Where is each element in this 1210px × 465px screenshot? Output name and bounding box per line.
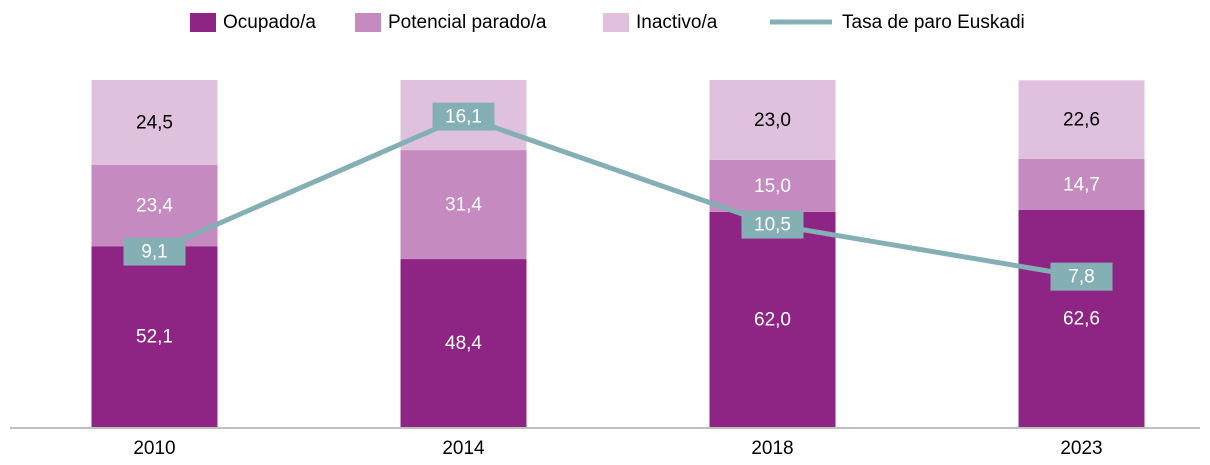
- bar-segment: [400, 259, 527, 427]
- legend-swatch: [355, 13, 381, 32]
- bar-segment: [1018, 80, 1145, 159]
- legend-label: Ocupado/a: [223, 12, 316, 33]
- x-tick-label: 2014: [442, 438, 485, 459]
- data-label: 62,0: [754, 309, 791, 330]
- x-tick-label: 2010: [133, 438, 175, 459]
- bar-segment: [709, 211, 836, 427]
- legend-label: Potencial parado/a: [388, 12, 547, 33]
- data-label: 15,0: [754, 176, 791, 197]
- line-label: 10,5: [754, 215, 791, 236]
- data-label: 23,4: [136, 196, 173, 217]
- line-label-box: [432, 102, 495, 131]
- data-label: 31,4: [445, 195, 482, 216]
- x-tick-label: 2018: [751, 438, 793, 459]
- data-label: 62,6: [1063, 308, 1100, 329]
- data-label: 52,1: [136, 327, 173, 348]
- bar-segment: [400, 150, 527, 260]
- line-label: 16,1: [445, 107, 482, 128]
- bar-segment: [91, 80, 218, 166]
- data-label: 48,4: [445, 333, 482, 354]
- legend-swatch: [603, 13, 629, 32]
- bar-segment: [709, 159, 836, 212]
- legend-label: Tasa de paro Euskadi: [842, 12, 1025, 33]
- data-label: 23,0: [754, 110, 791, 131]
- line-label: 9,1: [141, 242, 167, 263]
- bar-segment: [709, 80, 836, 160]
- legend-swatch: [190, 13, 216, 32]
- line-series: [153, 113, 1082, 280]
- bar-segment: [1018, 209, 1145, 427]
- bar-segment: [91, 246, 218, 427]
- line-label: 7,8: [1068, 267, 1094, 288]
- data-label: 22,6: [1063, 110, 1100, 131]
- x-tick-label: 2023: [1060, 438, 1102, 459]
- bar-segment: [1018, 158, 1145, 210]
- data-label: 14,7: [1063, 174, 1100, 195]
- line-label-box: [1050, 262, 1113, 291]
- line-label-box: [123, 237, 186, 266]
- line-label-box: [741, 210, 804, 239]
- legend-label: Inactivo/a: [636, 12, 718, 33]
- data-label: 24,5: [136, 113, 173, 134]
